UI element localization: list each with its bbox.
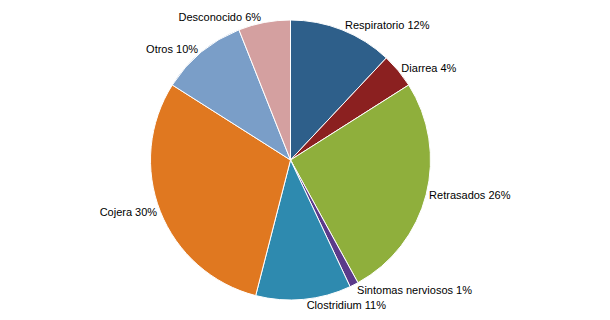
- svg-text:Retrasados 26%: Retrasados 26%: [429, 189, 511, 201]
- svg-text:Otros 10%: Otros 10%: [146, 43, 198, 55]
- svg-text:Cojera 30%: Cojera 30%: [100, 206, 158, 218]
- svg-text:Diarrea 4%: Diarrea 4%: [401, 62, 456, 74]
- svg-text:Sintomas nerviosos 1%: Sintomas nerviosos 1%: [357, 284, 472, 296]
- svg-text:Respiratorio 12%: Respiratorio 12%: [345, 19, 430, 31]
- svg-text:Desconocido 6%: Desconocido 6%: [178, 11, 261, 23]
- svg-text:Clostridium 11%: Clostridium 11%: [307, 299, 386, 311]
